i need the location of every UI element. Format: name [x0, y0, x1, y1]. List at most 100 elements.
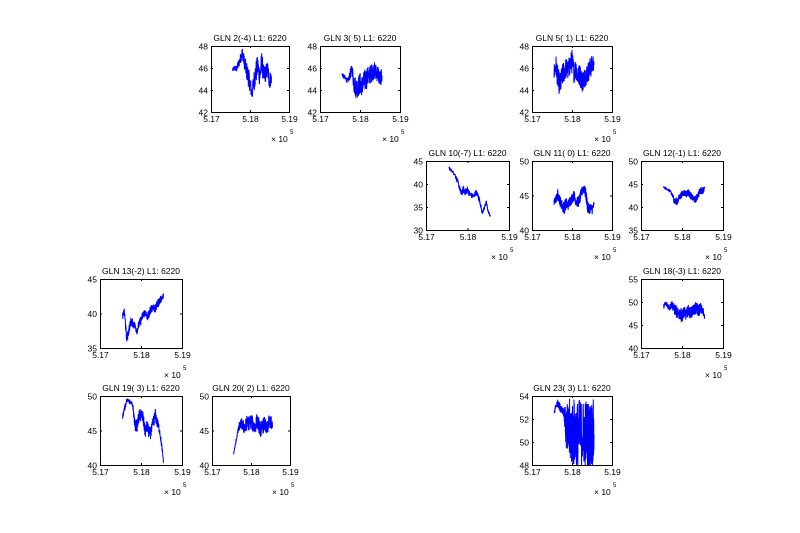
- x-tick-label: 5.18: [564, 232, 581, 242]
- subplot-title: GLN 23( 3) L1: 6220: [533, 383, 611, 393]
- subplot-title: GLN 18(-3) L1: 6220: [643, 266, 721, 276]
- subplot-1: GLN 2(-4) L1: 6220 5.17 5.18 5.19 42 44 46 48 × …: [171, 26, 329, 152]
- data-line: [663, 301, 706, 324]
- y-tick-label: 50: [629, 157, 639, 167]
- y-tick-label: 35: [88, 344, 98, 354]
- y-tick-label: 45: [629, 180, 639, 190]
- subplot-11: GLN 23( 3) L1: 6220 5.17 5.18 5.19 48 50 52 54 ×…: [492, 376, 652, 505]
- x-tick-label: 5.19: [392, 114, 409, 124]
- x-tick-label: 5.17: [203, 114, 220, 124]
- y-tick-label: 45: [88, 275, 98, 285]
- y-tick-label: 40: [629, 344, 639, 354]
- x-exponent-power: 5: [613, 248, 617, 254]
- y-tick-label: 42: [308, 108, 318, 118]
- x-exponent-label: × 10: [705, 252, 722, 262]
- x-tick-label: 5.17: [633, 350, 650, 360]
- subplot-2: GLN 3( 5) L1: 6220 5.17 5.18 5.19 42 44 46 48 × …: [280, 26, 440, 152]
- x-exponent-label: × 10: [705, 370, 722, 380]
- axes-box: [100, 279, 183, 349]
- data-line: [122, 398, 164, 464]
- y-tick-label: 40: [520, 226, 530, 236]
- x-tick-label: 5.19: [174, 350, 191, 360]
- x-tick-label: 5.18: [564, 114, 581, 124]
- x-exponent-power: 5: [183, 366, 187, 372]
- subplot-title: GLN 20( 2) L1: 6220: [212, 383, 290, 393]
- x-exponent-label: × 10: [271, 134, 288, 144]
- y-tick-label: 48: [199, 42, 209, 52]
- x-exponent-label: × 10: [594, 487, 611, 497]
- x-tick-label: 5.19: [604, 114, 621, 124]
- y-tick-label: 45: [520, 191, 530, 201]
- x-tick-label: 5.18: [133, 467, 150, 477]
- y-tick-label: 50: [88, 392, 98, 402]
- y-tick-label: 44: [308, 86, 318, 96]
- y-tick-label: 46: [199, 64, 209, 74]
- data-line: [663, 185, 706, 206]
- x-tick-label: 5.19: [715, 350, 732, 360]
- y-tick-label: 45: [200, 426, 210, 436]
- axes-box: [211, 46, 290, 113]
- x-exponent-label: × 10: [594, 252, 611, 262]
- x-tick-label: 5.19: [281, 114, 298, 124]
- y-tick-label: 54: [520, 392, 530, 402]
- y-tick-label: 50: [520, 157, 530, 167]
- x-exponent-power: 5: [291, 483, 295, 489]
- x-exponent-power: 5: [183, 483, 187, 489]
- x-exponent-power: 5: [724, 248, 728, 254]
- subplot-title: GLN 10(-7) L1: 6220: [429, 148, 507, 158]
- x-exponent-power: 5: [613, 130, 617, 136]
- x-tick-label: 5.18: [352, 114, 369, 124]
- x-tick-label: 5.18: [460, 232, 477, 242]
- x-tick-label: 5.17: [92, 467, 109, 477]
- x-exponent-power: 5: [613, 483, 617, 489]
- axes-box: [212, 396, 291, 466]
- x-tick-label: 5.17: [633, 232, 650, 242]
- x-tick-label: 5.19: [174, 467, 191, 477]
- y-tick-label: 40: [629, 203, 639, 213]
- y-tick-label: 44: [520, 86, 530, 96]
- subplot-6: GLN 12(-1) L1: 6220 5.17 5.18 5.19 35 40 45 50 ×…: [601, 141, 763, 270]
- data-line: [341, 62, 383, 99]
- subplot-9: GLN 19( 3) L1: 6220 5.17 5.18 5.19 40 45 50 × 1…: [60, 376, 222, 505]
- y-tick-label: 42: [520, 108, 530, 118]
- subplot-title: GLN 5( 1) L1: 6220: [536, 33, 609, 43]
- y-tick-label: 45: [629, 321, 639, 331]
- y-tick-label: 44: [199, 86, 209, 96]
- y-tick-label: 40: [88, 461, 98, 471]
- y-tick-label: 50: [520, 438, 530, 448]
- data-line: [231, 48, 272, 97]
- x-tick-label: 5.19: [715, 232, 732, 242]
- y-tick-label: 46: [520, 64, 530, 74]
- x-exponent-power: 5: [401, 130, 405, 136]
- x-tick-label: 5.19: [604, 467, 621, 477]
- x-tick-label: 5.17: [524, 114, 541, 124]
- subplot-title: GLN 11( 0) L1: 6220: [534, 148, 611, 158]
- y-tick-label: 40: [200, 461, 210, 471]
- y-tick-label: 46: [308, 64, 318, 74]
- x-tick-label: 5.17: [204, 467, 221, 477]
- subplot-4: GLN 10(-7) L1: 6220 5.17 5.18 5.19 30 35 40 45 ×…: [386, 141, 549, 270]
- subplot-title: GLN 12(-1) L1: 6220: [643, 148, 721, 158]
- y-tick-label: 45: [414, 157, 424, 167]
- subplot-title: GLN 19( 3) L1: 6220: [102, 383, 180, 393]
- x-exponent-power: 5: [724, 366, 728, 372]
- data-line: [233, 414, 273, 455]
- x-tick-label: 5.18: [564, 467, 581, 477]
- y-tick-label: 42: [199, 108, 209, 118]
- subplot-8: GLN 18(-3) L1: 6220 5.17 5.18 5.19 40 45 50 55 ×…: [601, 259, 763, 388]
- x-exponent-power: 5: [510, 248, 514, 254]
- subplot-10: GLN 20( 2) L1: 6220 5.17 5.18 5.19 40 45 50 × 1…: [172, 376, 330, 505]
- y-tick-label: 50: [200, 392, 210, 402]
- x-exponent-label: × 10: [594, 134, 611, 144]
- y-tick-label: 50: [629, 298, 639, 308]
- subplot-title: GLN 3( 5) L1: 6220: [324, 33, 397, 43]
- x-tick-label: 5.19: [282, 467, 299, 477]
- x-tick-label: 5.18: [674, 232, 691, 242]
- x-tick-label: 5.17: [418, 232, 435, 242]
- x-tick-label: 5.19: [604, 232, 621, 242]
- x-tick-label: 5.18: [674, 350, 691, 360]
- subplot-7: GLN 13(-2) L1: 6220 5.17 5.18 5.19 35 40 45 × 1…: [60, 259, 222, 388]
- y-tick-label: 40: [88, 309, 98, 319]
- x-tick-label: 5.18: [242, 114, 259, 124]
